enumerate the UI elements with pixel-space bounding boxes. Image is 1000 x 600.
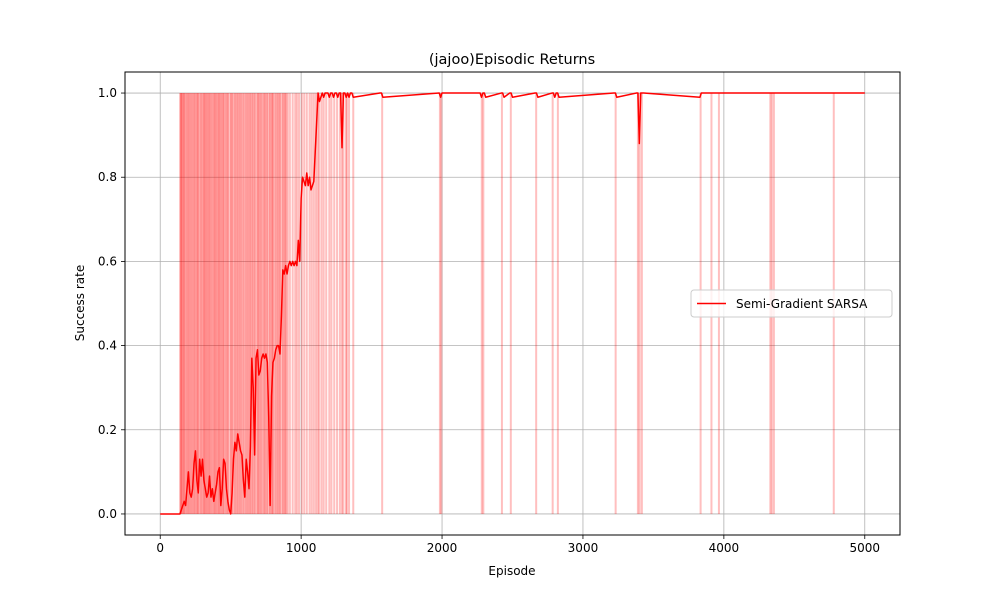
- series-lines: [160, 92, 865, 515]
- y-tick-label: 0.6: [98, 254, 117, 268]
- x-tick-label: 1000: [286, 541, 317, 555]
- chart-title: (jajoo)Episodic Returns: [429, 52, 595, 68]
- x-axis-ticks: 0 1000 2000 3000 4000 5000: [156, 535, 880, 555]
- plot-frame: [124, 71, 901, 536]
- x-tick-label: 4000: [709, 541, 740, 555]
- legend-box: [690, 289, 893, 318]
- legend: Semi-Gradient SARSA: [690, 289, 893, 318]
- x-axis-label: Episode: [488, 564, 535, 578]
- x-tick-label: 2000: [427, 541, 458, 555]
- y-tick-label: 0.4: [98, 339, 117, 353]
- y-tick-label: 0.8: [98, 170, 117, 184]
- y-axis-label: Success rate: [73, 265, 87, 342]
- y-tick-label: 0.0: [98, 507, 117, 521]
- x-tick-label: 3000: [568, 541, 599, 555]
- y-tick-label: 0.2: [98, 423, 117, 437]
- x-tick-label: 5000: [849, 541, 880, 555]
- legend-label: Semi-Gradient SARSA: [736, 297, 868, 311]
- y-axis-ticks: 0.0 0.2 0.4 0.6 0.8 1.0: [98, 86, 125, 521]
- x-tick-label: 0: [156, 541, 164, 555]
- series-line-0: [160, 92, 865, 515]
- y-tick-label: 1.0: [98, 86, 117, 100]
